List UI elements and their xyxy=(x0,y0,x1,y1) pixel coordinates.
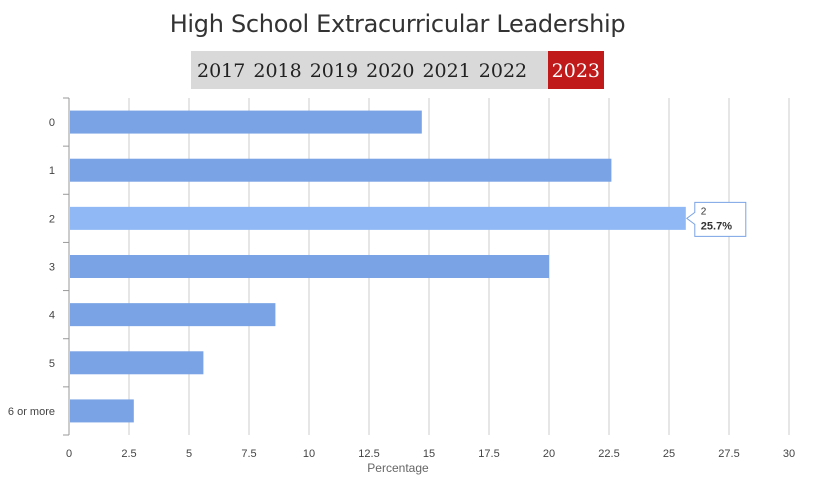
x-tick-label: 17.5 xyxy=(478,448,499,460)
x-tick-label: 10 xyxy=(303,448,315,460)
bar-5 xyxy=(70,351,204,375)
y-tick-label: 6 or more xyxy=(8,406,55,418)
bar-0 xyxy=(70,110,422,134)
y-tick-label: 4 xyxy=(49,310,55,322)
year-selector: 2017 2018 2019 2020 2021 2022 2023 xyxy=(191,51,604,89)
y-tick-label: 1 xyxy=(49,165,55,177)
year-tab-2022[interactable]: 2022 xyxy=(478,60,528,82)
tooltip: 2 25.7% xyxy=(685,201,747,237)
x-tick-label: 20 xyxy=(543,448,555,460)
x-tick-label: 27.5 xyxy=(718,448,739,460)
bar-6-or-more xyxy=(70,399,134,423)
x-axis-title: Percentage xyxy=(367,461,429,475)
tooltip-category: 2 xyxy=(701,206,707,217)
x-tick-label: 12.5 xyxy=(358,448,379,460)
bar-1 xyxy=(70,158,612,182)
tooltip-value: 25.7% xyxy=(701,220,732,232)
x-tick-label: 30 xyxy=(783,448,795,460)
bar-3 xyxy=(70,255,549,278)
year-tab-2018[interactable]: 2018 xyxy=(253,60,302,82)
y-tick-label: 2 xyxy=(49,213,55,225)
year-tab-2019[interactable]: 2019 xyxy=(309,60,359,82)
year-tab-2020[interactable]: 2020 xyxy=(366,60,415,82)
bar-4 xyxy=(70,303,276,327)
tooltip-box xyxy=(685,201,747,237)
chart-title: High School Extracurricular Leadership xyxy=(169,10,626,38)
bar-2 xyxy=(70,206,686,230)
y-tick-label: 0 xyxy=(49,117,55,129)
year-tab-2023[interactable]: 2023 xyxy=(547,51,604,89)
y-tick-label: 3 xyxy=(49,262,55,274)
x-tick-label: 15 xyxy=(423,448,435,460)
year-tab-2021[interactable]: 2021 xyxy=(422,60,471,82)
x-tick-label: 7.5 xyxy=(241,448,256,460)
x-tick-label: 2.5 xyxy=(121,448,136,460)
x-tick-label: 22.5 xyxy=(598,448,619,460)
x-tick-label: 25 xyxy=(663,448,675,460)
y-tick-label: 5 xyxy=(49,358,55,370)
x-tick-label: 0 xyxy=(66,448,72,460)
year-tab-2017[interactable]: 2017 xyxy=(197,60,246,82)
x-tick-label: 5 xyxy=(186,448,192,460)
